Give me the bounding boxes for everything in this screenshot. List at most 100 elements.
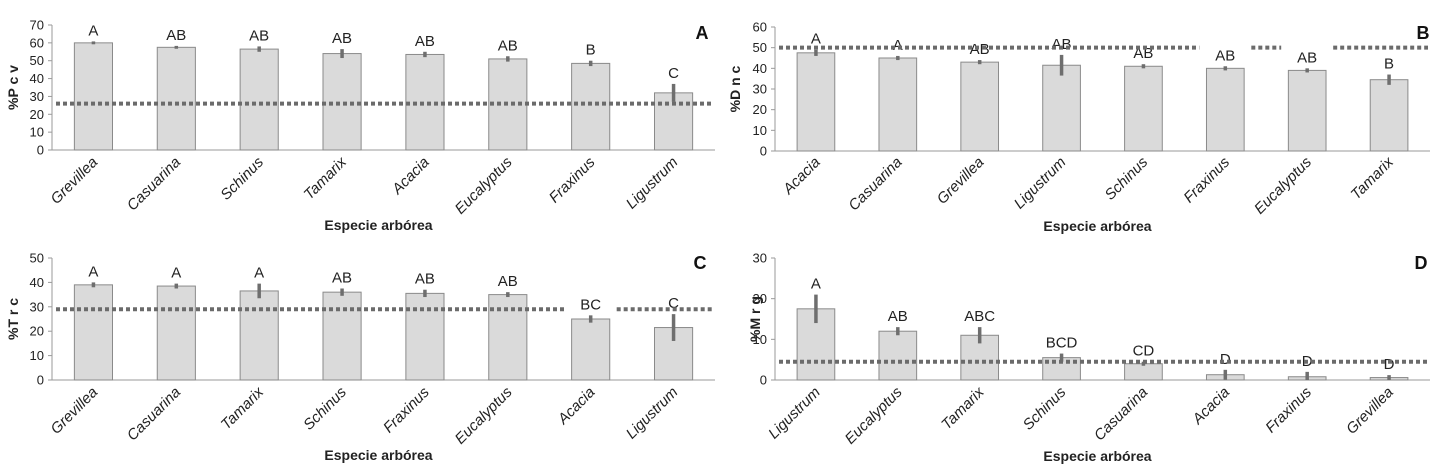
- significance-letter: A: [88, 263, 98, 280]
- x-tick-label: Grevillea: [47, 154, 101, 208]
- x-tick-label: Schinus: [1102, 153, 1152, 203]
- panel-letter: C: [694, 253, 707, 273]
- significance-letter: A: [811, 31, 821, 48]
- y-tick-label: 30: [753, 251, 767, 266]
- significance-letter: D: [1384, 356, 1395, 373]
- panel-c: 0 10 20 30 40 50 A Grevillea A Casuarina A Tamarix A…: [5, 251, 715, 463]
- bar: [1287, 69, 1327, 152]
- significance-letter: AB: [415, 33, 435, 50]
- x-tick-label: Fraxinus: [380, 383, 433, 436]
- x-tick-label: Fraxinus: [1262, 383, 1315, 436]
- x-axis-title: Especie arbórea: [324, 217, 432, 233]
- bar: [1124, 363, 1163, 381]
- significance-letter: AB: [888, 308, 908, 325]
- x-tick-label: Acacia: [388, 154, 433, 199]
- x-tick-label: Acacia: [1189, 384, 1234, 429]
- x-tick-label: Casuarina: [124, 384, 184, 444]
- bar: [960, 61, 1000, 152]
- y-axis-title: %P c v: [5, 65, 21, 110]
- bar: [796, 52, 836, 152]
- significance-letter: ABC: [964, 308, 995, 325]
- significance-letter: AB: [1297, 49, 1317, 66]
- significance-letter: A: [893, 37, 903, 54]
- x-tick-label: Eucalyptus: [452, 383, 516, 447]
- significance-letter: BCD: [1046, 335, 1078, 352]
- bar: [239, 48, 279, 151]
- y-tick-label: 30: [30, 89, 44, 104]
- x-tick-label: Fraxinus: [1180, 153, 1233, 206]
- y-axis-title: %T r c: [5, 298, 21, 340]
- x-tick-label: Casuarina: [1091, 384, 1151, 444]
- x-axis-title: Especie arbórea: [324, 447, 432, 463]
- y-tick-label: 20: [753, 291, 767, 306]
- significance-letter: C: [668, 65, 679, 82]
- bar: [405, 292, 445, 381]
- y-tick-label: 30: [753, 82, 767, 97]
- x-tick-label: Grevillea: [47, 384, 101, 438]
- y-tick-label: 0: [37, 373, 44, 388]
- x-tick-label: Grevillea: [1343, 384, 1397, 438]
- bar: [73, 42, 113, 151]
- significance-letter: AB: [1052, 36, 1072, 53]
- bar: [878, 330, 918, 381]
- x-tick-label: Grevillea: [934, 154, 988, 208]
- y-tick-label: 50: [30, 251, 44, 266]
- x-tick-label: Acacia: [554, 384, 599, 429]
- significance-letter: AB: [332, 30, 352, 47]
- y-tick-label: 60: [753, 20, 767, 35]
- x-tick-label: Schinus: [217, 153, 267, 203]
- significance-letter: A: [171, 265, 181, 282]
- y-tick-label: 20: [30, 107, 44, 122]
- bar: [878, 57, 918, 152]
- significance-letter: AB: [415, 271, 435, 288]
- y-tick-label: 0: [760, 144, 767, 159]
- x-tick-label: Schinus: [1020, 383, 1070, 433]
- y-tick-label: 10: [30, 348, 44, 363]
- x-tick-label: Fraxinus: [546, 153, 599, 206]
- bar: [571, 62, 611, 151]
- significance-letter: CD: [1133, 343, 1155, 360]
- bar: [1124, 65, 1163, 152]
- significance-letter: AB: [498, 273, 518, 290]
- y-axis-title: %M r g: [747, 296, 763, 342]
- x-axis-title: Especie arbórea: [1043, 448, 1151, 464]
- x-tick-label: Eucalyptus: [1251, 153, 1315, 217]
- y-tick-label: 50: [30, 53, 44, 68]
- x-tick-label: Ligustrum: [623, 384, 682, 443]
- y-tick-label: 10: [753, 123, 767, 138]
- bar: [1369, 79, 1409, 152]
- y-tick-label: 20: [753, 102, 767, 117]
- significance-letter: A: [88, 22, 98, 39]
- panel-b: 0 10 20 30 40 50 60 A Acacia A Casuarina AB Greville…: [727, 20, 1430, 234]
- panel-letter: B: [1417, 23, 1430, 43]
- x-tick-label: Eucalyptus: [842, 383, 906, 447]
- panel-letter: A: [696, 23, 709, 43]
- panel-d: 0 10 20 30 A Ligustrum AB Eucalyptus ABC Tamarix B…: [747, 251, 1430, 464]
- significance-letter: AB: [498, 37, 518, 54]
- x-tick-label: Tamarix: [301, 153, 351, 203]
- x-tick-label: Casuarina: [845, 154, 905, 214]
- x-tick-label: Casuarina: [124, 154, 184, 214]
- x-tick-label: Eucalyptus: [452, 153, 516, 217]
- y-tick-label: 70: [30, 18, 44, 33]
- panel-letter: D: [1415, 253, 1428, 273]
- y-tick-label: 10: [753, 332, 767, 347]
- y-tick-label: 60: [30, 35, 44, 50]
- y-axis-title: %D n c: [727, 65, 743, 112]
- x-tick-label: Tamarix: [218, 383, 268, 433]
- x-tick-label: Ligustrum: [765, 384, 824, 443]
- x-tick-label: Ligustrum: [1011, 154, 1070, 213]
- y-tick-label: 0: [760, 373, 767, 388]
- x-tick-label: Tamarix: [938, 383, 988, 433]
- significance-letter: C: [668, 295, 679, 312]
- y-tick-label: 40: [753, 61, 767, 76]
- y-tick-label: 50: [753, 40, 767, 55]
- x-axis-title: Especie arbórea: [1043, 218, 1151, 234]
- bar: [322, 291, 362, 381]
- significance-letter: AB: [332, 270, 352, 287]
- bar: [73, 284, 113, 381]
- bar: [1205, 67, 1245, 152]
- x-tick-label: Tamarix: [1348, 153, 1398, 203]
- y-tick-label: 40: [30, 71, 44, 86]
